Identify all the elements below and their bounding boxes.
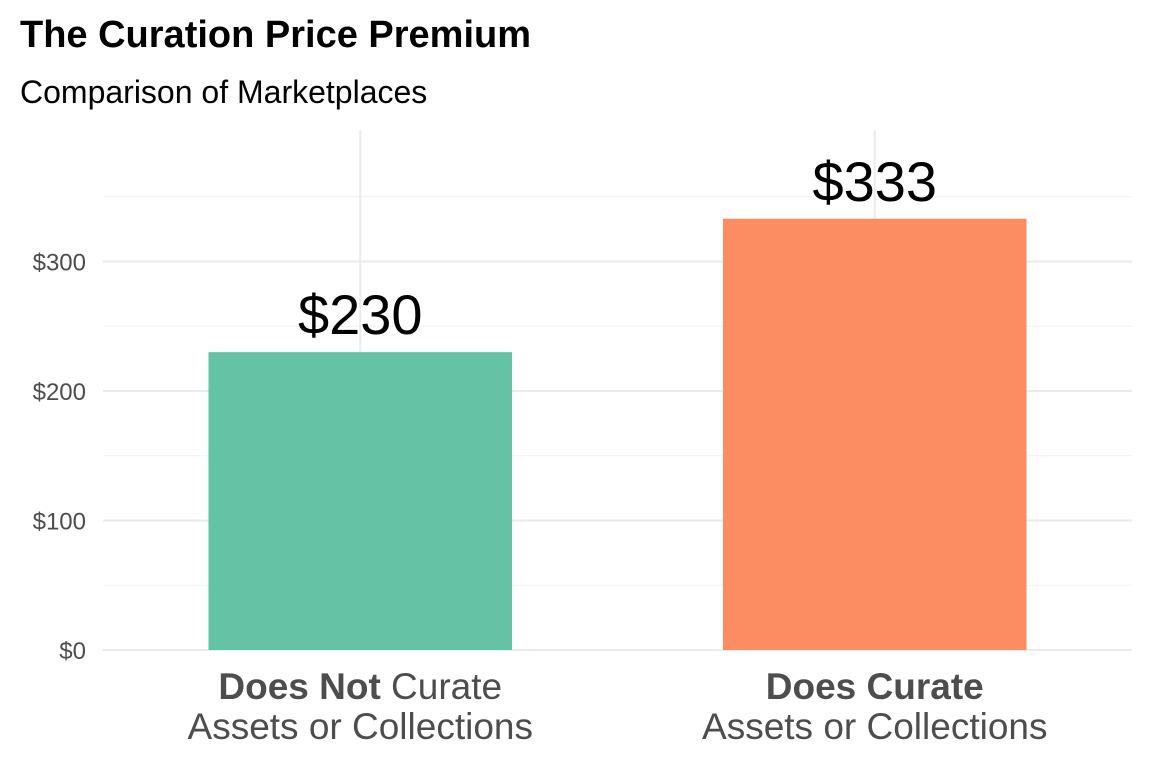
y-tick-label: $100 bbox=[33, 509, 86, 536]
x-tick-label-emphasis: Does Curate bbox=[765, 666, 984, 707]
y-tick-label: $200 bbox=[33, 379, 86, 406]
data-label: $333 bbox=[812, 150, 937, 213]
bar bbox=[722, 218, 1027, 650]
chart-title: The Curation Price Premium bbox=[20, 14, 532, 56]
y-tick-label: $0 bbox=[59, 638, 86, 665]
x-tick-label-does-curate: Does Curate Assets or Collections bbox=[645, 667, 1105, 747]
chart-subtitle: Comparison of Marketplaces bbox=[20, 74, 428, 110]
bar bbox=[208, 352, 513, 650]
x-tick-label-line2: Assets or Collections bbox=[702, 706, 1048, 747]
y-axis-tick-labels: $0 $100 $200 $300 bbox=[33, 250, 86, 666]
x-tick-label-does-not-curate: Does Not Curate Assets or Collections bbox=[130, 667, 590, 747]
x-tick-label-rest: Curate bbox=[380, 666, 503, 707]
bars bbox=[208, 218, 1027, 650]
x-tick-label-line2: Assets or Collections bbox=[187, 706, 533, 747]
x-tick-label-emphasis: Does Not bbox=[218, 666, 381, 707]
y-tick-label: $300 bbox=[33, 250, 86, 277]
data-labels: $230 $333 bbox=[298, 150, 937, 346]
data-label: $230 bbox=[298, 283, 423, 346]
